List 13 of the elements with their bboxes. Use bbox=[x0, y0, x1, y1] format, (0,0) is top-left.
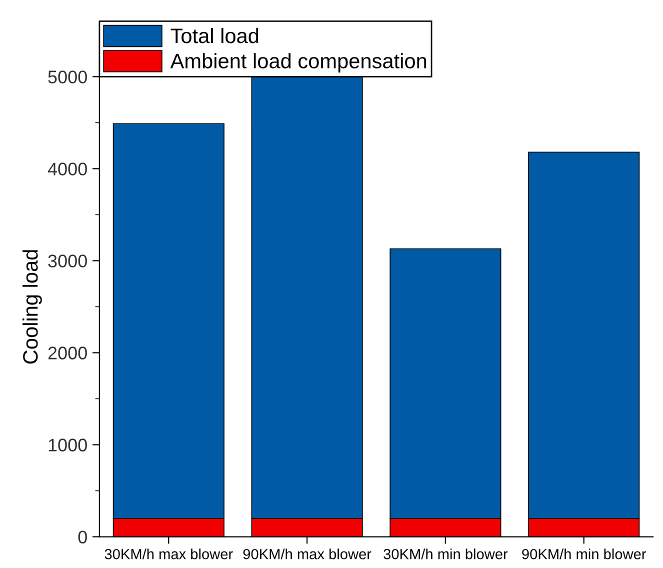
legend-label: Total load bbox=[170, 28, 258, 44]
y-axis-title: Cooling load bbox=[22, 250, 42, 364]
y-tick-label: 0 bbox=[78, 530, 87, 544]
legend-label: Ambient load compensation bbox=[170, 53, 426, 73]
y-tick-label: 3000 bbox=[48, 254, 87, 268]
y-tick-label: 2000 bbox=[48, 346, 87, 360]
x-tick-label: 30KM/h max blower bbox=[104, 548, 233, 560]
x-tick-label: 30KM/h min blower bbox=[384, 548, 508, 560]
x-tick-label: 90KM/h max blower bbox=[243, 548, 372, 560]
y-tick-label: 5000 bbox=[48, 70, 87, 84]
y-tick-label: 1000 bbox=[48, 438, 87, 452]
x-tick-label: 90KM/h min blower bbox=[522, 548, 646, 560]
y-tick-label: 4000 bbox=[48, 162, 87, 176]
